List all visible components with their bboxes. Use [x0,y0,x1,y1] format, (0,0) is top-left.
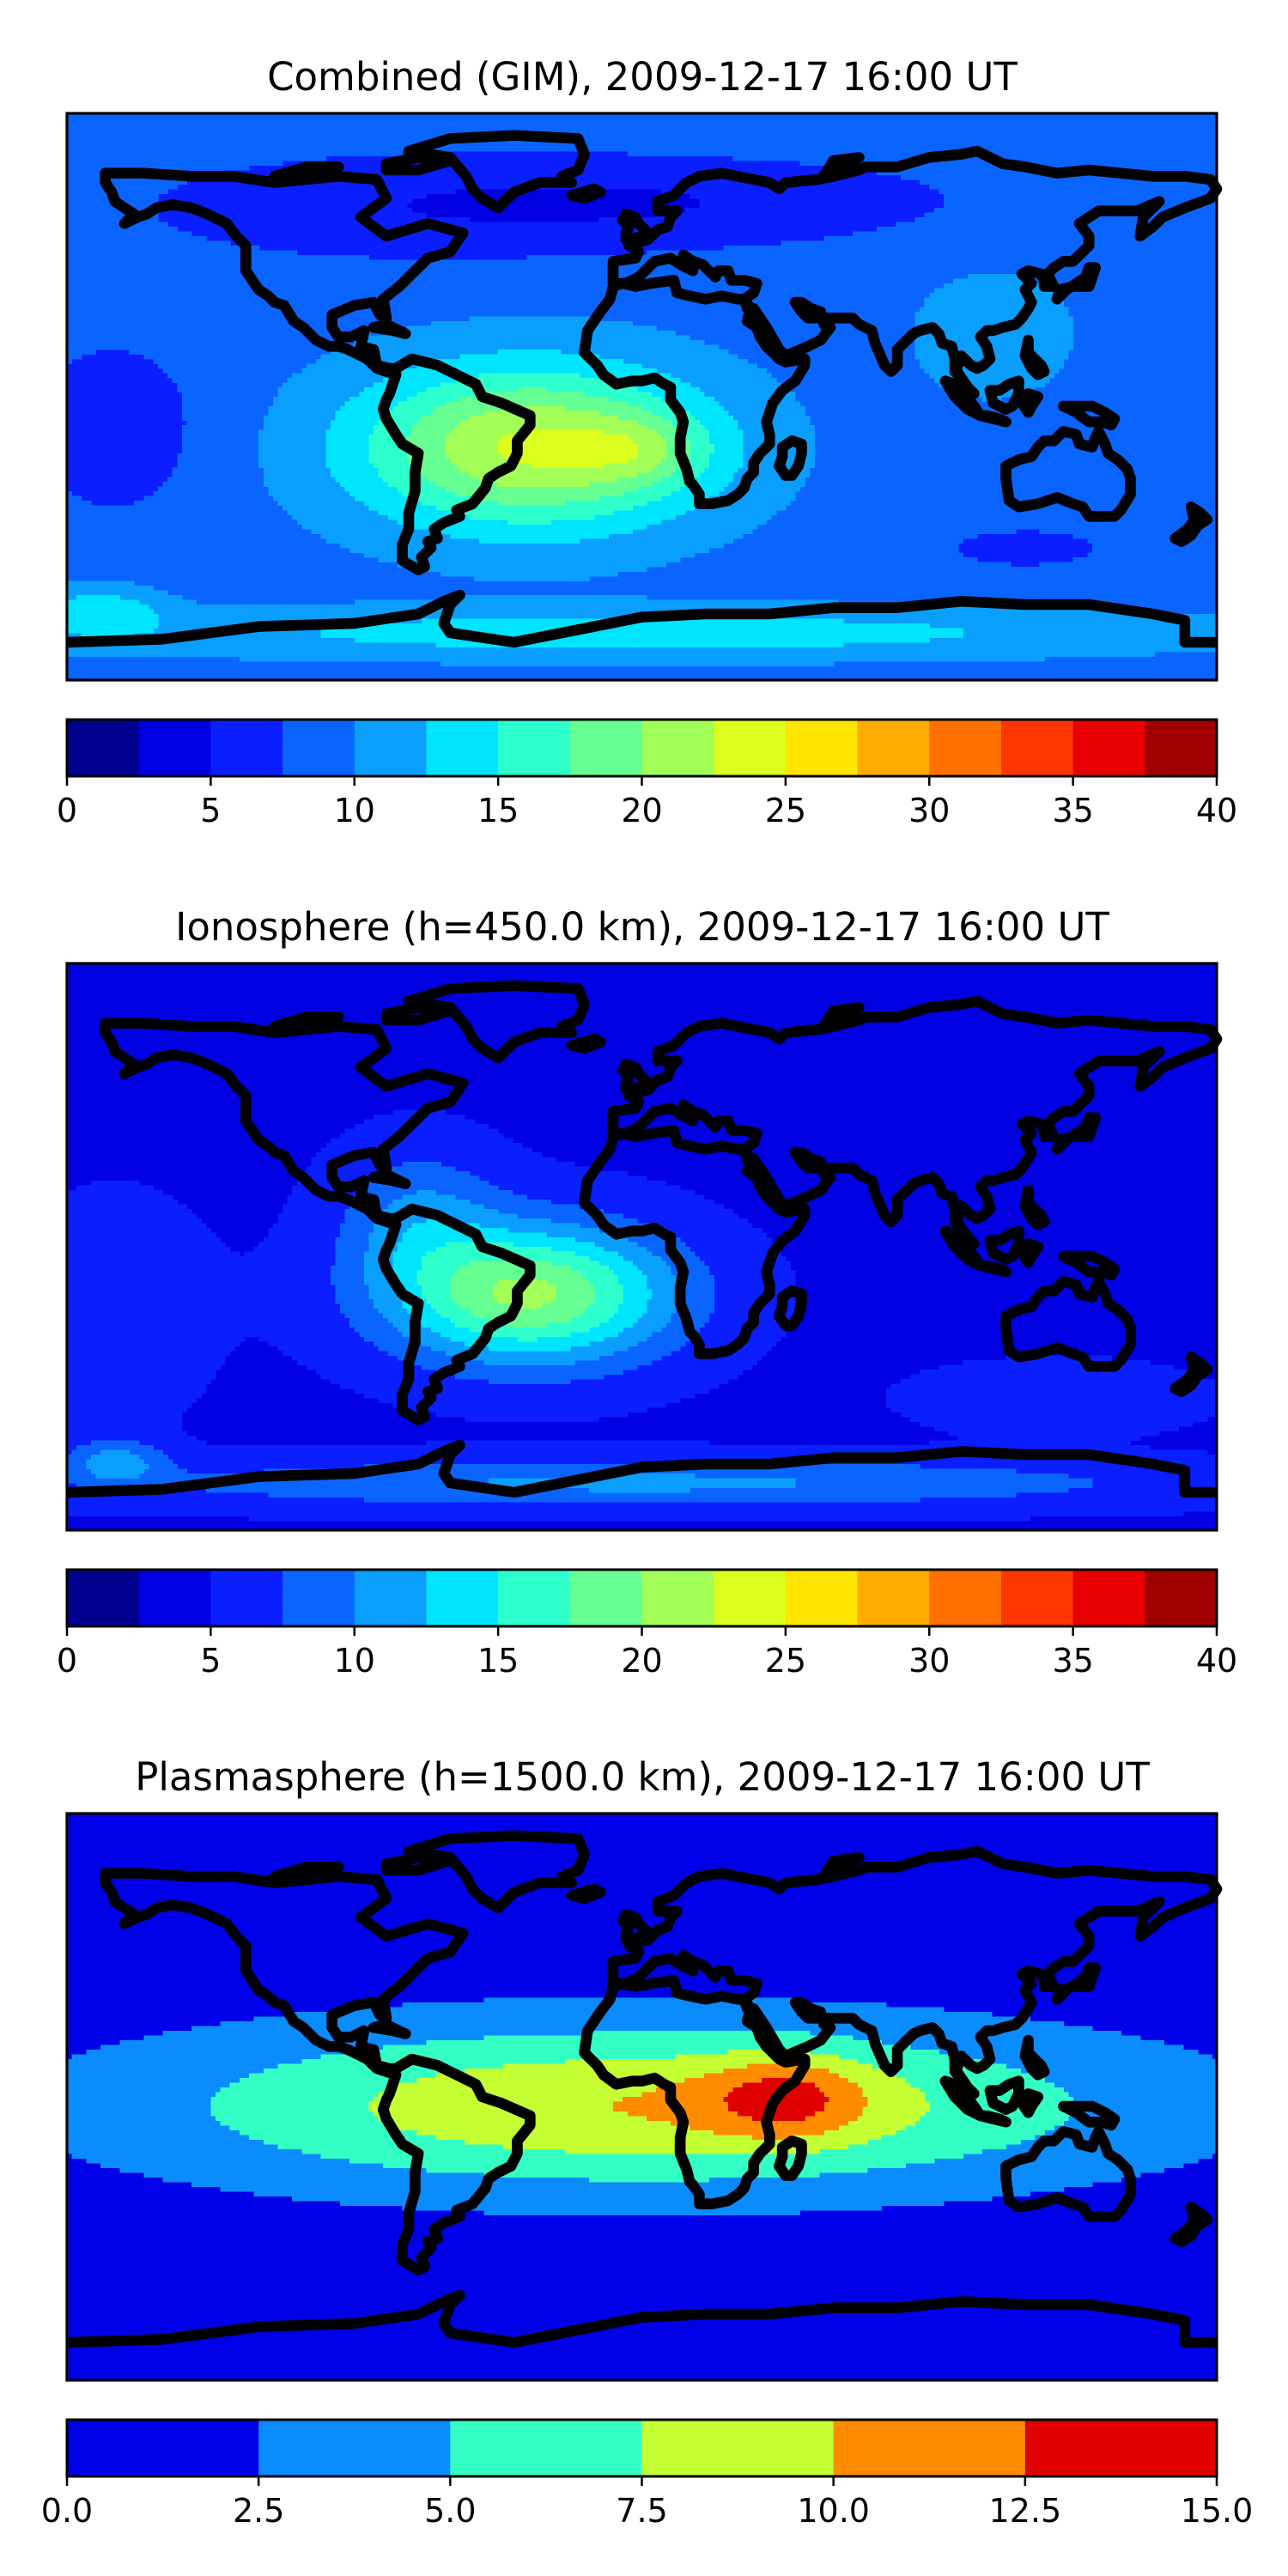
panel-2-frame [65,962,1218,1532]
panel-2-title: Ionosphere (h=450.0 km), 2009-12-17 16:0… [175,904,1109,950]
panel-3-colorbar-swatch-4 [833,2420,1026,2476]
panel-3-title: Plasmasphere (h=1500.0 km), 2009-12-17 1… [135,1754,1150,1800]
panel-3-colorbar-tick-label-1: 2.5 [233,2492,284,2530]
panel-1-contours [67,113,1218,681]
panel-2-colorbar-tick-label-0: 0 [57,1642,77,1680]
panel-3-colorbar-tick-label-5: 12.5 [989,2492,1062,2530]
panel-1-colorbar-tick-label-7: 35 [1052,792,1093,829]
panel-3-colorbar-tick-label-0: 0.0 [41,2492,93,2530]
panel-2-colorbar-swatch-11 [857,1570,930,1626]
panel-3-colorbar-swatch-1 [258,2420,451,2476]
panel-3-colorbar-swatch-0 [67,2420,259,2476]
panel-2-colorbar-tick-label-3: 15 [477,1642,519,1680]
panel-3-band-1 [67,1997,1218,2216]
panel-2-colorbar-tick-label-7: 35 [1052,1642,1093,1680]
panel-1-colorbar-swatch-5 [426,720,499,776]
panel-2-colorbar-tick-label-2: 10 [334,1642,375,1680]
panel-2-colorbar-swatch-9 [714,1570,787,1626]
panel-1-colorbar-swatch-7 [569,720,642,776]
panel-1-colorbar-tick-label-3: 15 [477,792,519,829]
panel-3-contours [67,1814,1218,2381]
panel-2-colorbar-swatch-15 [1145,1570,1218,1626]
panel-1-band-8 [445,406,666,488]
panel-2-colorbar-swatch-14 [1072,1570,1145,1626]
panel-2-colorbar-swatch-6 [498,1570,571,1626]
panel-3-frame [65,1812,1218,2382]
panel-1-colorbar-tick-label-0: 0 [57,792,77,829]
panel-2-colorbar-swatch-3 [283,1570,355,1626]
panel-2-colorbar-tick-label-1: 5 [200,1642,221,1680]
panel-1-colorbar-tick-label-4: 20 [621,792,662,829]
panel-2-colorbar-swatch-10 [785,1570,859,1626]
panel-2-colorbar-swatch-13 [1000,1570,1074,1626]
panel-1-colorbar-swatch-13 [1000,720,1074,776]
panel-1-colorbar-tick-label-1: 5 [200,792,221,829]
panel-2-colorbar-swatch-2 [210,1570,283,1626]
panel-3-colorbar-swatch-5 [1024,2420,1218,2476]
panel-1-colorbar-swatch-3 [283,720,355,776]
panel-1-colorbar-swatch-1 [138,720,211,776]
panel-3-colorbar-tick-label-6: 15.0 [1181,2492,1254,2530]
panel-2-band-4 [86,1190,796,1493]
panel-1-colorbar-swatch-11 [857,720,930,776]
panel-1-colorbar: 0 5 10 15 20 25 30 35 40 [57,718,1237,829]
panel-3-colorbar-swatch-3 [641,2420,835,2476]
panel-1-frame [65,112,1218,682]
panel-1-colorbar-swatch-0 [67,720,140,776]
panel-1-band-7 [407,387,690,507]
panel-2-colorbar-swatch-8 [641,1570,714,1626]
panel-3-map [65,1812,1218,2382]
panel-1-colorbar-swatch-4 [354,720,427,776]
panel-1-colorbar-swatch-2 [210,720,283,776]
panel-1-colorbar-tick-label-6: 30 [908,792,950,829]
panel-2-band-2 [67,1109,1218,1522]
panel-1-colorbar-tick-label-5: 25 [765,792,806,829]
panel-1-colorbar-tick-label-2: 10 [334,792,375,829]
panel-2-colorbar-tick-label-8: 40 [1196,1642,1237,1680]
panel-1-colorbar-swatch-14 [1072,720,1145,776]
panel-2-colorbar-swatch-5 [426,1570,499,1626]
panel-2-colorbar-swatch-4 [354,1570,427,1626]
panel-2-colorbar-tick-label-5: 25 [765,1642,806,1680]
panel-2-colorbar-swatch-0 [67,1570,140,1626]
panel-2-colorbar-tick-label-6: 30 [908,1642,950,1680]
panel-1-band-9 [498,429,638,469]
panel-1-colorbar-swatch-12 [929,720,1002,776]
panel-3-colorbar-tick-label-2: 5.0 [424,2492,476,2530]
panel-1-colorbar-swatch-10 [785,720,859,776]
panel-1-colorbar-swatch-15 [1145,720,1218,776]
panel-2-colorbar-swatch-12 [929,1570,1002,1626]
panel-2-map [65,962,1218,1532]
panel-1-colorbar-tick-label-8: 40 [1196,792,1237,829]
panel-3-colorbar-tick-label-3: 7.5 [616,2492,667,2530]
panel-1-band-1 [407,189,701,223]
panel-2-colorbar: 0 5 10 15 20 25 30 35 40 [57,1568,1237,1680]
panel-1-map [65,112,1218,682]
panel-2-contours [67,963,1218,1531]
panel-2-colorbar-swatch-1 [138,1570,211,1626]
panel-2-colorbar-swatch-7 [569,1570,642,1626]
panel-3-colorbar-tick-label-4: 10.0 [797,2492,870,2530]
panel-1-colorbar-swatch-8 [641,720,714,776]
panel-2-colorbar-tick-label-4: 20 [621,1642,662,1680]
panel-1-title: Combined (GIM), 2009-12-17 16:00 UT [267,54,1018,100]
panel-1-colorbar-swatch-6 [498,720,571,776]
panel-3-colorbar-swatch-2 [450,2420,642,2476]
panel-2-band-7 [450,1261,595,1328]
panel-1-colorbar-swatch-9 [714,720,787,776]
panel-3-colorbar: 0.0 2.5 5.0 7.5 10.0 12.5 15.0 [41,2418,1254,2530]
